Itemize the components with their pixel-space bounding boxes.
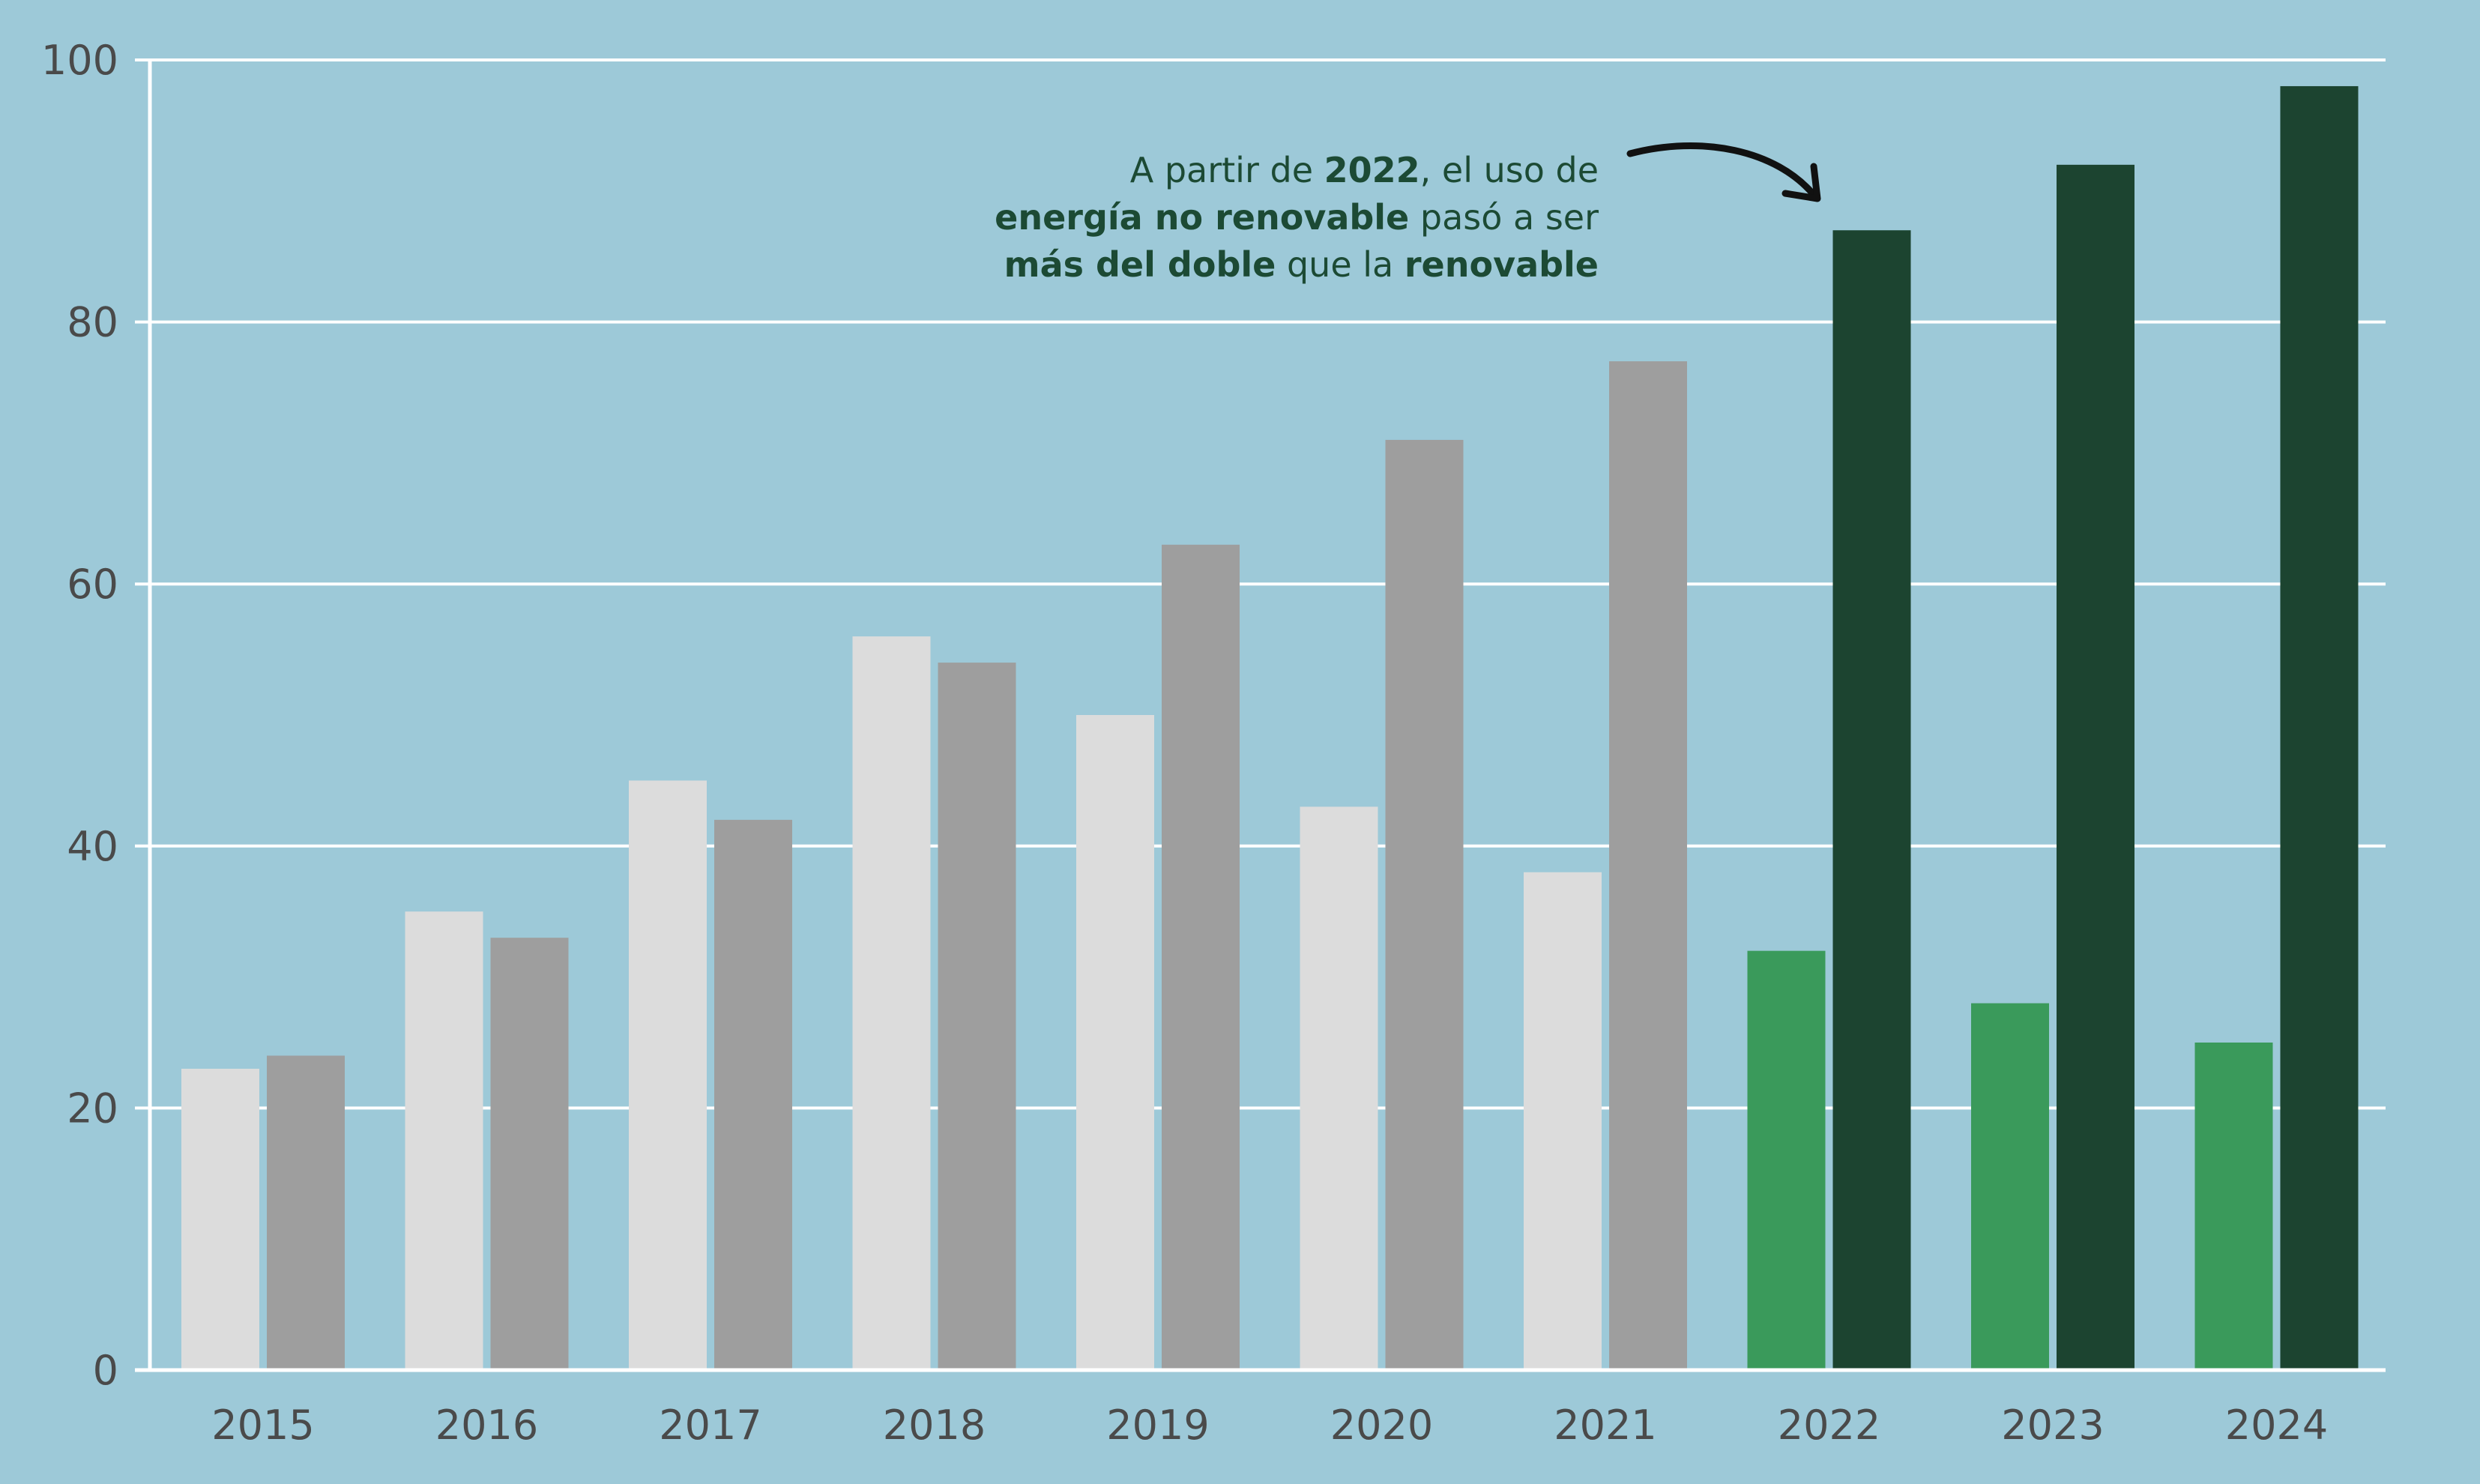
x-tick-label: 2023: [2001, 1402, 2104, 1449]
annotation-line-1-year: 2022: [1324, 150, 1420, 190]
x-tick-label: 2016: [435, 1402, 538, 1449]
bar-2020-series-2: [1385, 439, 1464, 1371]
bar-2024-series-2: [2280, 85, 2359, 1371]
x-tick-label: 2022: [1778, 1402, 1880, 1449]
x-tick-label: 2015: [211, 1402, 314, 1449]
bar-2017-series-2: [714, 819, 792, 1370]
annotation: A partir de 2022, el uso de energía no r…: [995, 142, 1821, 285]
bar-2016-series-2: [490, 938, 569, 1370]
annotation-line-2-part-2: pasó a ser: [1409, 197, 1599, 238]
y-tick-label: 100: [41, 37, 118, 84]
bar-2024-series-1: [2194, 1043, 2273, 1370]
annotation-line-3: más del doble que la renovable: [1004, 244, 1599, 285]
bar-2015-series-1: [181, 1068, 259, 1370]
annotation-line-3-emphasis: más del doble: [1004, 244, 1276, 285]
annotation-line-3-part-2: que la: [1276, 244, 1405, 285]
bar-2019-series-2: [1162, 544, 1240, 1370]
bar-2020-series-1: [1300, 806, 1378, 1370]
x-tick-labels: 2015 2016 2017 2018 2019 2020 2021 2022 2023 2024: [211, 1402, 2328, 1449]
y-tick-label: 40: [67, 823, 118, 870]
bar-2016-series-1: [405, 911, 483, 1370]
annotation-line-2-emphasis: energía no renovable: [995, 197, 1409, 238]
y-tick-label: 20: [67, 1085, 118, 1132]
x-tick-label: 2017: [659, 1402, 761, 1449]
bar-2018-series-2: [938, 663, 1016, 1370]
bar-2023-series-1: [1971, 1003, 2049, 1370]
bar-2021-series-1: [1524, 872, 1602, 1370]
axes: [135, 58, 2386, 1372]
annotation-arrowhead-icon: [1781, 163, 1821, 202]
bar-2022-series-1: [1747, 950, 1826, 1370]
bar-2021-series-2: [1609, 361, 1687, 1370]
bar-2019-series-1: [1076, 715, 1154, 1370]
bar-2017-series-1: [629, 780, 707, 1370]
annotation-arrow-icon: [1626, 142, 1817, 199]
bar-2023-series-2: [2057, 164, 2134, 1371]
bars: [181, 85, 2359, 1371]
y-tick-labels: 0 20 40 60 80 100: [41, 37, 118, 1394]
x-tick-label: 2020: [1330, 1402, 1433, 1449]
annotation-line-1-part-2: , el uso de: [1420, 150, 1599, 190]
bar-2015-series-2: [267, 1055, 345, 1370]
x-tick-label: 2024: [2225, 1402, 2328, 1449]
annotation-line-1-part-1: A partir de: [1130, 150, 1324, 190]
x-tick-label: 2019: [1106, 1402, 1209, 1449]
bar-2018-series-1: [852, 636, 931, 1370]
x-tick-label: 2021: [1554, 1402, 1656, 1449]
x-tick-label: 2018: [883, 1402, 986, 1449]
bar-2022-series-2: [1832, 230, 1911, 1370]
y-tick-label: 60: [67, 561, 118, 608]
y-tick-label: 0: [93, 1347, 118, 1394]
annotation-line-2: energía no renovable pasó a ser: [995, 197, 1599, 238]
annotation-line-3-emphasis-2: renovable: [1405, 244, 1599, 285]
annotation-line-1: A partir de 2022, el uso de: [1130, 150, 1599, 190]
y-tick-label: 80: [67, 299, 118, 346]
